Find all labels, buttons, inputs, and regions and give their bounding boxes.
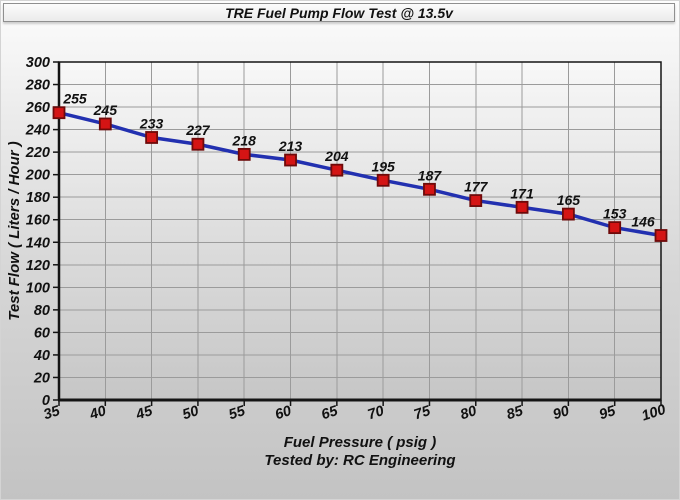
data-point-label: 227 (185, 122, 211, 138)
x-tick-label: 50 (181, 403, 201, 423)
y-tick-label: 140 (26, 235, 50, 251)
data-point-marker (423, 182, 436, 196)
x-tick-label: 40 (87, 403, 108, 424)
data-point-label: 165 (557, 192, 581, 208)
data-point-label: 171 (510, 185, 534, 201)
data-point-marker (284, 153, 297, 167)
data-point-label: 177 (464, 179, 489, 195)
data-point-label: 245 (93, 102, 118, 118)
data-point-marker (145, 131, 159, 144)
x-tick-label: 80 (458, 403, 478, 423)
y-tick-label: 120 (26, 258, 50, 274)
x-tick-label: 95 (597, 403, 618, 423)
data-point-label: 146 (631, 214, 655, 230)
data-point-label: 153 (603, 206, 627, 222)
data-point-marker (237, 147, 251, 161)
y-tick-label: 180 (26, 190, 50, 206)
data-point-marker (515, 200, 529, 214)
x-tick-label: 60 (273, 403, 293, 423)
x-tick-label: 65 (319, 403, 340, 423)
y-tick-label: 240 (25, 123, 50, 139)
x-tick-label: 85 (505, 403, 526, 423)
plot-group: 0 20 40 60 80 100 120 140 160 180 200 220 240 260 280 3… (6, 55, 668, 469)
y-tick-label: 100 (26, 280, 50, 296)
x-tick-label: 70 (366, 403, 386, 423)
y-tick-label: 260 (25, 100, 50, 116)
data-point-marker (191, 137, 205, 151)
data-point-marker (98, 117, 112, 131)
data-point-marker (561, 207, 575, 221)
y-tick-label: 40 (33, 348, 50, 364)
y-axis-title: Test Flow ( Liters / Hour ) (6, 141, 23, 320)
x-tick-label: 35 (42, 403, 63, 423)
chart-title: TRE Fuel Pump Flow Test @ 13.5v (225, 4, 453, 21)
x-tick-label: 75 (412, 403, 433, 423)
data-line (57, 110, 663, 238)
data-point-label: 187 (418, 167, 443, 183)
data-point-marker (654, 229, 668, 242)
plot-area (59, 62, 661, 400)
chart-footnote: Tested by: RC Engineering (264, 452, 455, 469)
data-point-marker (469, 194, 483, 207)
data-point-marker (52, 106, 66, 120)
y-tick-label: 20 (33, 370, 50, 386)
x-tick-label: 90 (551, 403, 571, 423)
data-point-label: 213 (278, 138, 303, 154)
y-tick-label: 300 (26, 55, 50, 71)
x-tick-label: 100 (640, 402, 668, 425)
data-point-label: 218 (232, 132, 257, 148)
data-point-label: 255 (62, 91, 87, 107)
y-tick-label: 160 (26, 213, 50, 229)
y-tick-label: 80 (34, 303, 50, 319)
data-point-marker (330, 163, 344, 177)
y-tick-label: 200 (25, 168, 50, 184)
y-tick-label: 0 (42, 393, 50, 409)
y-tick-label: 280 (25, 78, 50, 94)
x-tick-label: 55 (227, 403, 248, 423)
x-axis-title: Fuel Pressure ( psig ) (284, 434, 437, 451)
y-tick-label: 60 (34, 325, 50, 341)
chart-title-box: TRE Fuel Pump Flow Test @ 13.5v (3, 3, 675, 22)
data-point-marker (376, 173, 390, 187)
data-point-label: 195 (371, 158, 395, 174)
data-point-marker (608, 221, 622, 235)
data-point-label: 204 (324, 148, 349, 164)
x-tick-label: 45 (133, 403, 155, 424)
data-point-label: 233 (139, 115, 164, 131)
y-tick-label: 220 (25, 145, 50, 161)
